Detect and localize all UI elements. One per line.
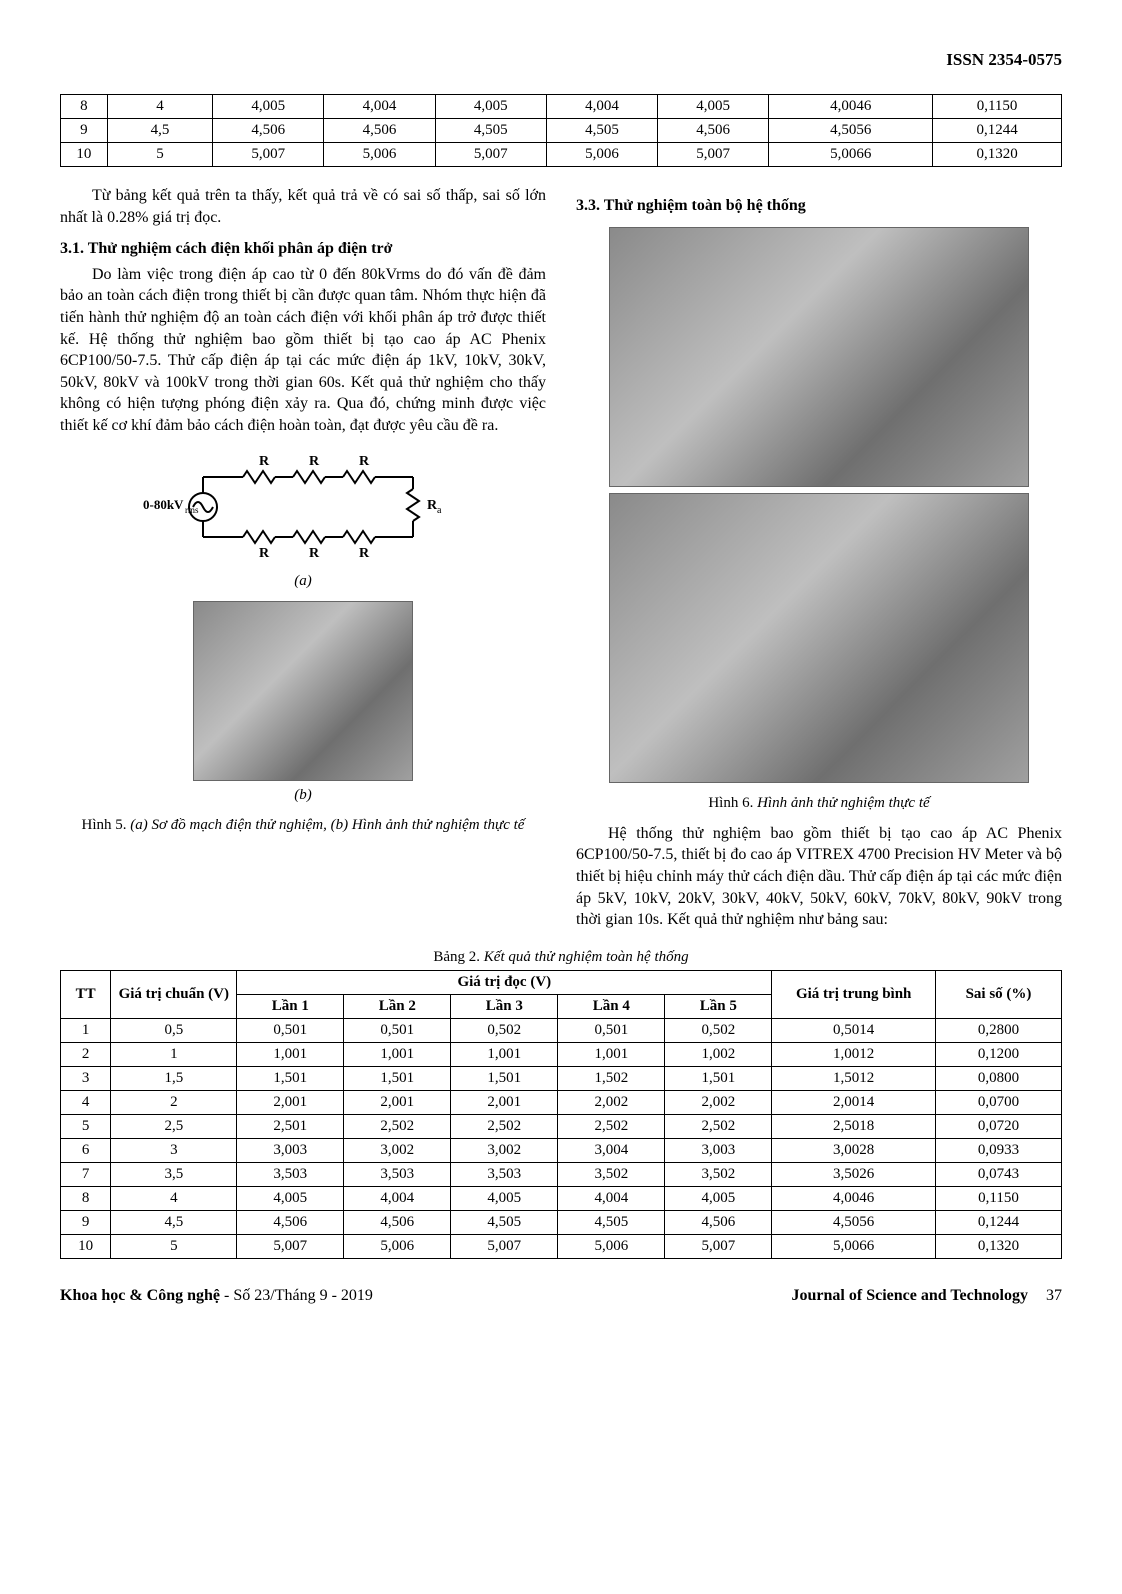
photo-test-setup [193, 601, 413, 781]
figure5a-circuit: R R R R R R R a 0-80kV rms (a) [60, 447, 546, 591]
table-row: 73,53,5033,5033,5033,5023,5023,50260,074… [61, 1162, 1062, 1186]
para-3-3: Hệ thống thử nghiệm bao gồm thiết bị tạo… [576, 823, 1062, 931]
heading-3-3: 3.3. Thử nghiệm toàn bộ hệ thống [576, 195, 1062, 217]
table-row: 211,0011,0011,0011,0011,0021,00120,1200 [61, 1042, 1062, 1066]
table1-fragment: 844,0054,0044,0054,0044,0054,00460,11509… [60, 94, 1062, 167]
fig5-sub-b: (b) [294, 787, 312, 803]
photo-phenix-panel [609, 227, 1029, 487]
svg-text:R: R [309, 546, 320, 561]
th-l4: Lần 4 [558, 994, 665, 1018]
table-row: 1055,0075,0065,0075,0065,0075,00660,1320 [61, 1234, 1062, 1258]
footer-left: Khoa học & Công nghệ - Số 23/Tháng 9 - 2… [60, 1287, 373, 1305]
photo-hv-test [609, 493, 1029, 783]
th-read: Giá trị đọc (V) [237, 970, 772, 994]
table-row: 10,50,5010,5010,5020,5010,5020,50140,280… [61, 1018, 1062, 1042]
table2: TT Giá trị chuẩn (V) Giá trị đọc (V) Giá… [60, 970, 1062, 1259]
svg-text:R: R [309, 454, 320, 469]
figure5b-photo: (b) [60, 601, 546, 805]
issn-header: ISSN 2354-0575 [60, 50, 1062, 70]
table-row: 844,0054,0044,0054,0044,0054,00460,1150 [61, 95, 1062, 119]
table2-caption: Bảng 2. Kết quả thử nghiệm toàn hệ thống [60, 949, 1062, 966]
figure6-caption: Hình 6. Hình ảnh thử nghiệm thực tế [576, 793, 1062, 813]
para-intro: Từ bảng kết quả trên ta thấy, kết quả tr… [60, 185, 546, 228]
heading-3-1: 3.1. Thử nghiệm cách điện khối phân áp đ… [60, 238, 546, 260]
th-avg: Giá trị trung bình [772, 970, 936, 1018]
table-row: 844,0054,0044,0054,0044,0054,00460,1150 [61, 1186, 1062, 1210]
svg-text:R: R [259, 546, 270, 561]
svg-text:R: R [359, 546, 370, 561]
left-column: Từ bảng kết quả trên ta thấy, kết quả tr… [60, 185, 546, 933]
th-err: Sai số (%) [936, 970, 1062, 1018]
svg-text:R: R [259, 454, 270, 469]
figure6-photos [576, 227, 1062, 783]
table-row: 633,0033,0023,0023,0043,0033,00280,0933 [61, 1138, 1062, 1162]
table-row: 52,52,5012,5022,5022,5022,5022,50180,072… [61, 1114, 1062, 1138]
table-row: 31,51,5011,5011,5011,5021,5011,50120,080… [61, 1066, 1062, 1090]
table-row: 94,54,5064,5064,5054,5054,5064,50560,124… [61, 1210, 1062, 1234]
th-l5: Lần 5 [665, 994, 772, 1018]
svg-text:0-80kV: 0-80kV [143, 497, 184, 512]
figure5-caption: Hình 5. (a) Sơ đồ mạch điện thử nghiệm, … [60, 815, 546, 835]
th-l2: Lần 2 [344, 994, 451, 1018]
th-l3: Lần 3 [451, 994, 558, 1018]
svg-text:R: R [359, 454, 370, 469]
table-row: 422,0012,0012,0012,0022,0022,00140,0700 [61, 1090, 1062, 1114]
table2-header-row1: TT Giá trị chuẩn (V) Giá trị đọc (V) Giá… [61, 970, 1062, 994]
para-3-1: Do làm việc trong điện áp cao từ 0 đến 8… [60, 264, 546, 437]
table-row: 94,54,5064,5064,5054,5054,5064,50560,124… [61, 119, 1062, 143]
page-footer: Khoa học & Công nghệ - Số 23/Tháng 9 - 2… [60, 1287, 1062, 1305]
svg-text:rms: rms [185, 505, 199, 515]
right-column: 3.3. Thử nghiệm toàn bộ hệ thống Hình 6.… [576, 185, 1062, 933]
th-l1: Lần 1 [237, 994, 344, 1018]
footer-page-num: 37 [1046, 1287, 1062, 1305]
footer-right-journal: Journal of Science and Technology [792, 1287, 1028, 1305]
fig5-sub-a: (a) [294, 573, 312, 589]
th-std: Giá trị chuẩn (V) [111, 970, 237, 1018]
th-tt: TT [61, 970, 111, 1018]
table-row: 1055,0075,0065,0075,0065,0075,00660,1320 [61, 143, 1062, 167]
svg-text:a: a [437, 505, 442, 516]
